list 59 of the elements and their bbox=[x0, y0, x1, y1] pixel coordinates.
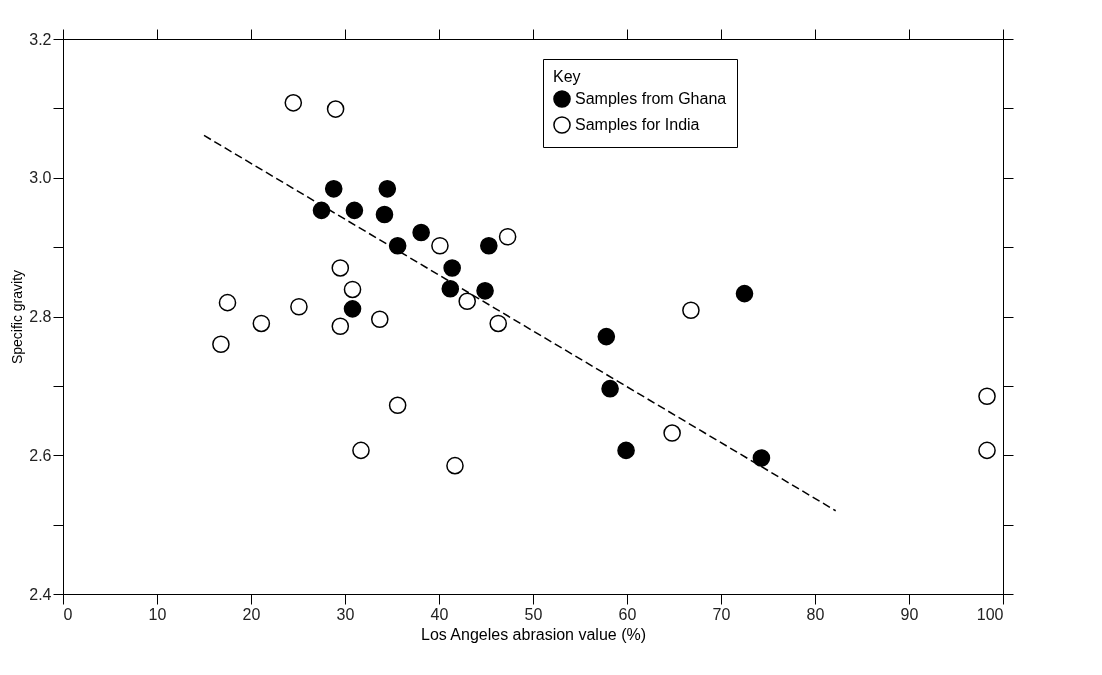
point bbox=[326, 100, 345, 118]
point bbox=[212, 335, 230, 354]
point bbox=[343, 280, 362, 299]
point bbox=[388, 396, 407, 415]
point bbox=[663, 424, 681, 442]
point bbox=[343, 300, 362, 318]
legend-label: Samples from Ghana bbox=[575, 90, 727, 107]
point bbox=[375, 205, 394, 224]
point bbox=[331, 259, 350, 277]
y-tick-label: 2.8 bbox=[29, 308, 52, 325]
point bbox=[489, 314, 508, 333]
point bbox=[331, 317, 350, 336]
y-tick-label: 2.6 bbox=[29, 446, 52, 464]
point bbox=[345, 201, 364, 220]
x-tick-label: 10 bbox=[148, 605, 167, 623]
point bbox=[252, 314, 271, 333]
x-tick-label: 20 bbox=[242, 605, 261, 623]
x-tick-label: 30 bbox=[336, 605, 355, 623]
point bbox=[446, 456, 464, 475]
point bbox=[601, 379, 619, 398]
legend-title: Key bbox=[553, 68, 581, 85]
point bbox=[388, 236, 407, 255]
x-tick-label: 40 bbox=[430, 605, 449, 623]
point bbox=[752, 449, 771, 467]
y-axis-title: Specific gravity bbox=[9, 269, 26, 365]
point bbox=[458, 292, 477, 311]
point bbox=[978, 387, 996, 406]
point bbox=[682, 301, 700, 320]
point bbox=[443, 259, 461, 277]
x-tick-label: 80 bbox=[806, 605, 825, 623]
x-tick-label: 90 bbox=[900, 605, 919, 623]
x-tick-label: 60 bbox=[618, 605, 637, 623]
point bbox=[617, 441, 635, 460]
point bbox=[480, 236, 498, 255]
point bbox=[352, 441, 370, 460]
y-tick-label: 3.0 bbox=[29, 169, 52, 187]
x-tick-label: 70 bbox=[712, 605, 731, 623]
point bbox=[412, 223, 430, 242]
x-tick-label: 100 bbox=[976, 605, 1004, 623]
point bbox=[597, 327, 616, 346]
x-tick-label: 50 bbox=[524, 605, 543, 623]
point bbox=[498, 227, 517, 246]
point bbox=[284, 94, 303, 112]
y-tick-label: 2.4 bbox=[29, 585, 52, 603]
legend-label: Samples for India bbox=[575, 116, 700, 133]
point bbox=[978, 441, 996, 460]
x-axis-title: Los Angeles abrasion value (%) bbox=[420, 625, 647, 643]
y-tick-label: 3.2 bbox=[29, 30, 52, 48]
point bbox=[735, 284, 754, 303]
point bbox=[290, 297, 308, 316]
point bbox=[476, 282, 494, 300]
point bbox=[378, 180, 397, 198]
point bbox=[312, 201, 331, 220]
point bbox=[431, 236, 449, 255]
point bbox=[441, 279, 460, 298]
x-tick-label: 0 bbox=[63, 605, 73, 623]
point bbox=[370, 310, 389, 329]
point bbox=[218, 293, 237, 312]
point bbox=[324, 180, 343, 198]
